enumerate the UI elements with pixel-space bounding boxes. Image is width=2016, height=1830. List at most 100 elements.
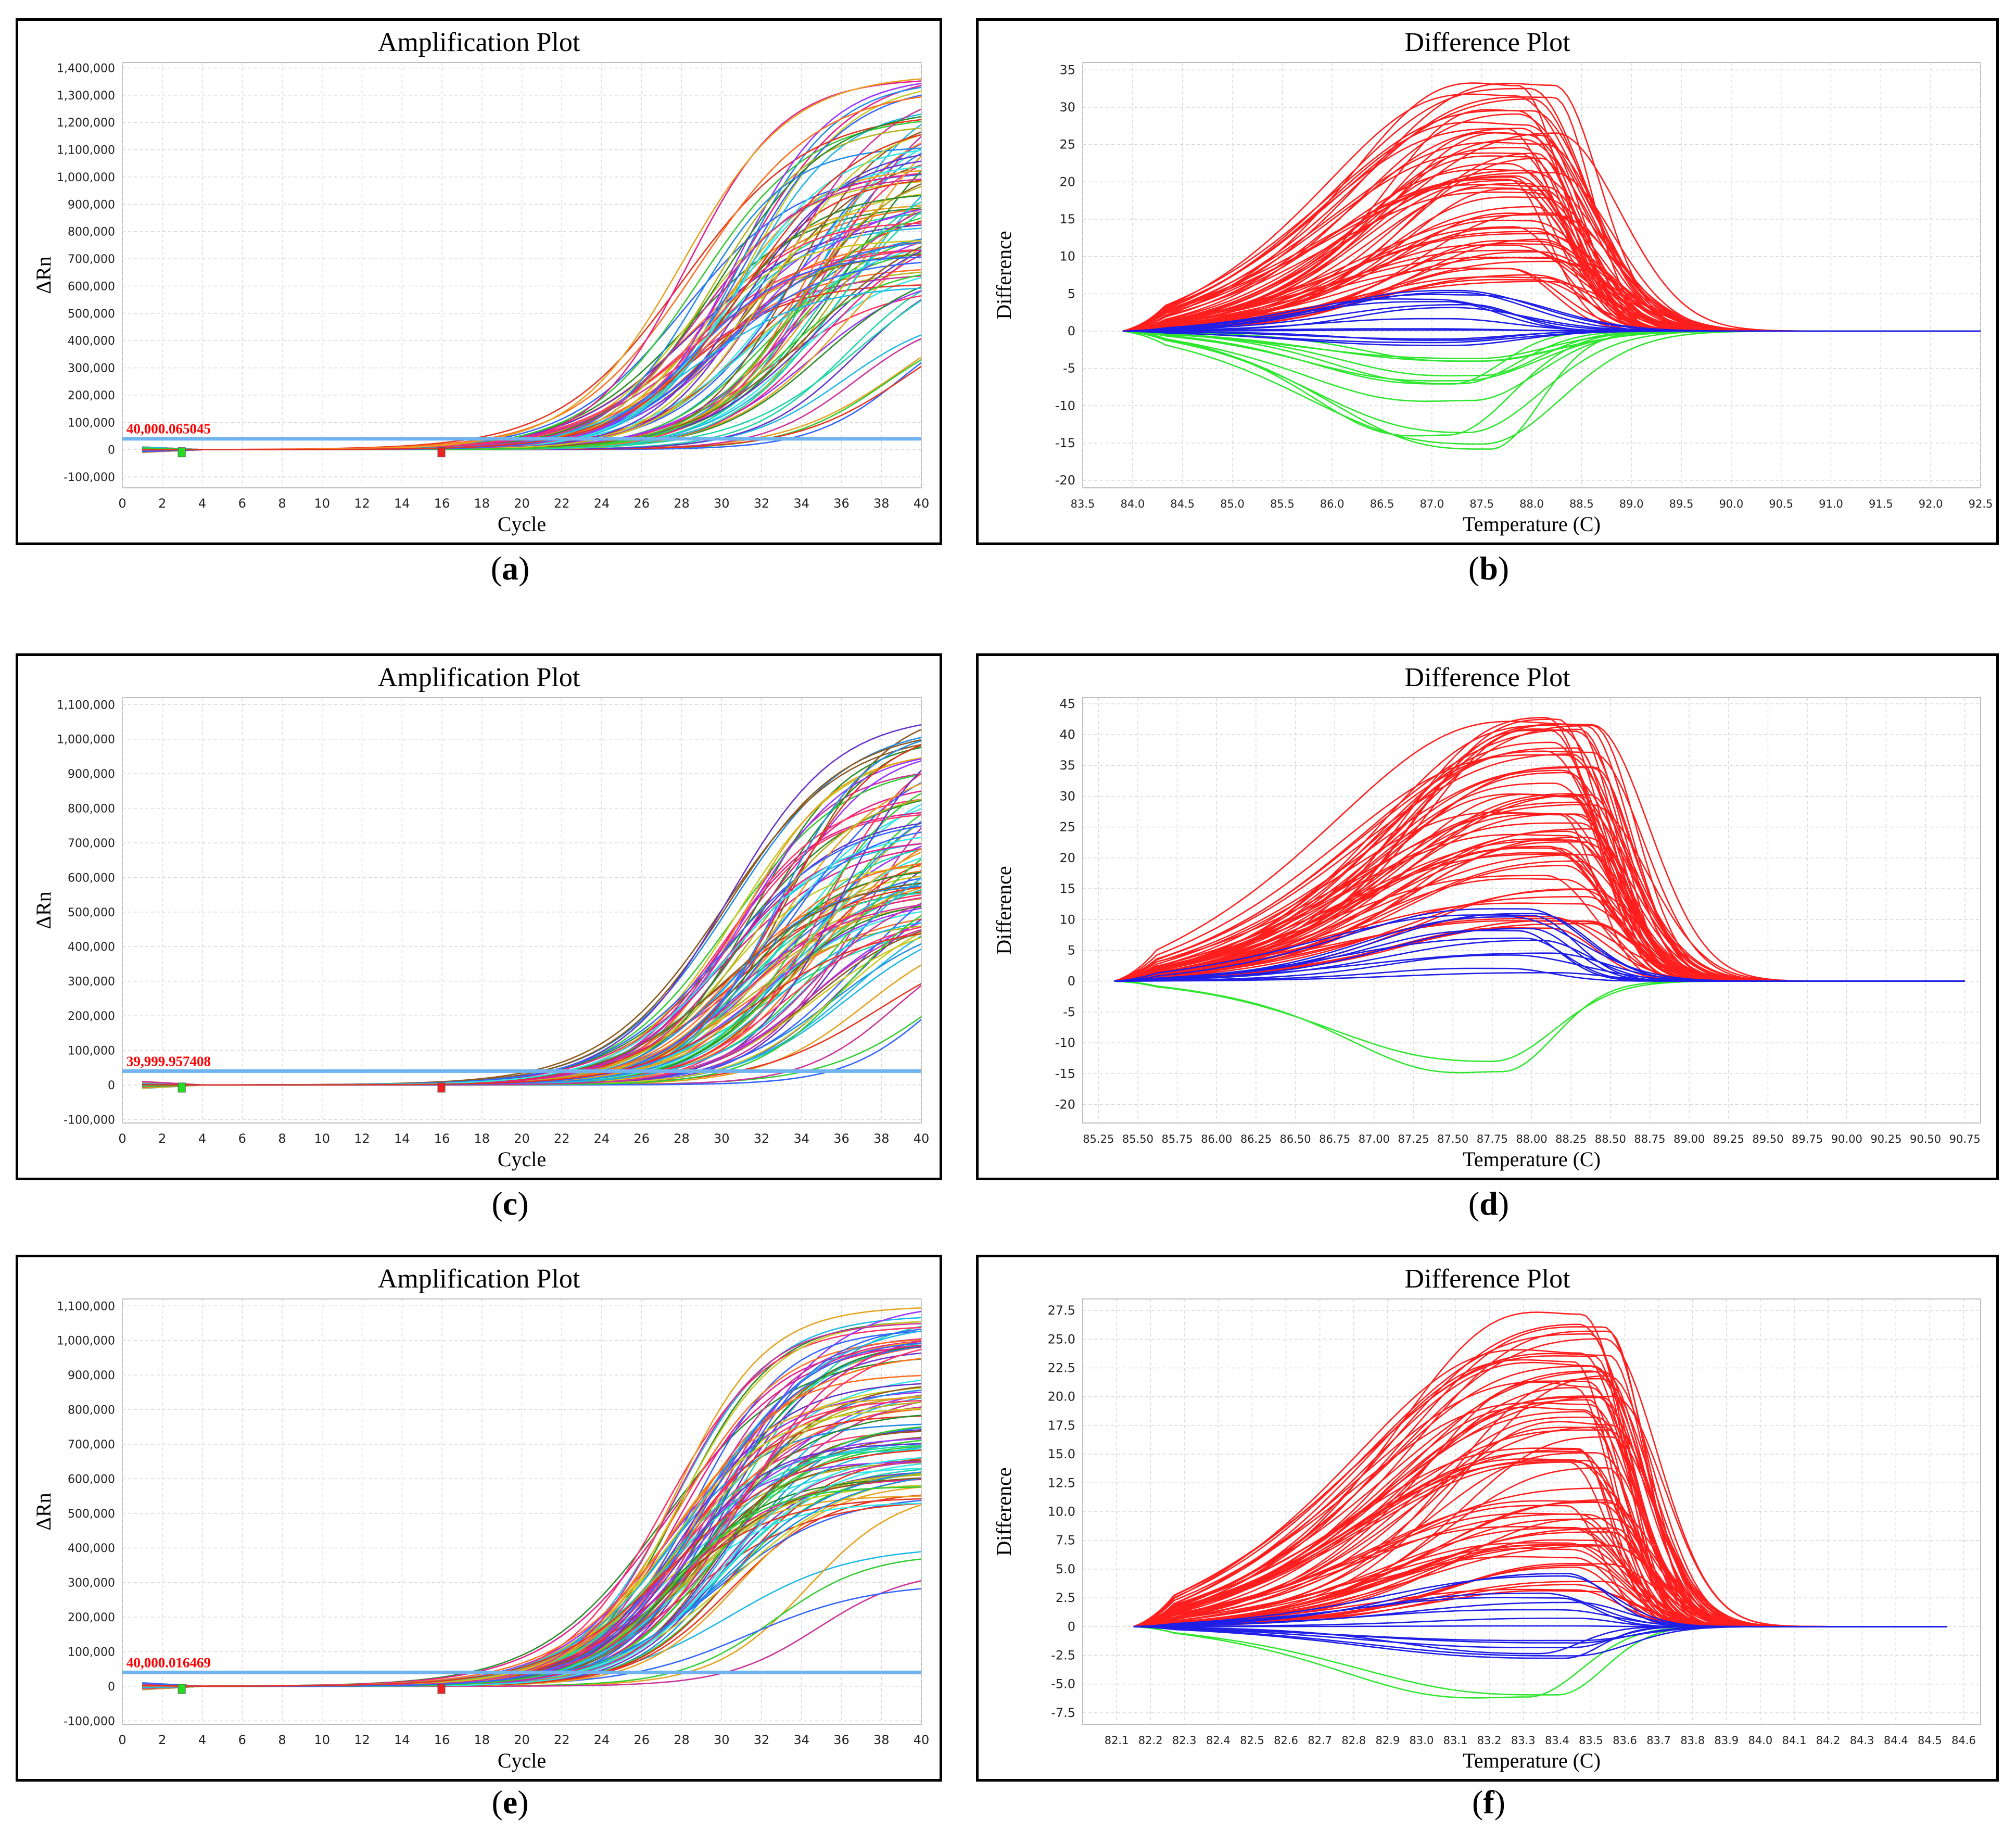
x-tick-label: 26 (633, 1733, 650, 1747)
x-tick-label: 84.6 (1951, 1734, 1976, 1747)
y-tick-label: 7.5 (1056, 1533, 1075, 1548)
x-axis-label: Cycle (498, 1147, 546, 1171)
y-tick-label: 25 (1059, 137, 1075, 152)
x-tick-label: 90.50 (1910, 1133, 1941, 1145)
y-tick-label: 400,000 (68, 941, 115, 954)
y-tick-label: 200,000 (68, 1611, 115, 1624)
x-tick-label: 30 (714, 1733, 730, 1747)
x-tick-label: 83.7 (1646, 1734, 1671, 1747)
x-tick-label: 83.0 (1410, 1734, 1434, 1747)
y-tick-label: 1,100,000 (57, 144, 115, 157)
x-tick-label: 87.00 (1359, 1133, 1390, 1145)
x-tick-label: 84.1 (1782, 1734, 1807, 1747)
x-tick-label: 91.5 (1869, 498, 1893, 510)
chart-title: Amplification Plot (378, 663, 580, 692)
x-tick-label: 83.4 (1545, 1734, 1569, 1747)
y-tick-label: 1,200,000 (57, 117, 115, 130)
x-axis-label: Temperature (C) (1463, 512, 1601, 536)
chart-title: Amplification Plot (378, 1264, 580, 1294)
y-tick-label: 0 (108, 1079, 115, 1092)
x-tick-label: 20 (514, 1131, 530, 1146)
y-tick-label: -7.5 (1051, 1706, 1075, 1720)
y-tick-label: -5 (1063, 1005, 1075, 1019)
caption-d: (d) (1468, 1185, 1510, 1222)
x-tick-label: 22 (554, 1733, 570, 1747)
y-tick-label: 900,000 (68, 768, 115, 781)
x-tick-label: 82.3 (1172, 1734, 1197, 1747)
x-tick-label: 38 (873, 1733, 890, 1747)
x-tick-label: 87.25 (1398, 1133, 1429, 1145)
y-tick-label: 1,400,000 (57, 62, 115, 75)
x-tick-label: 18 (474, 1131, 490, 1146)
x-tick-label: 40 (914, 1131, 930, 1146)
y-tick-label: 15 (1059, 881, 1075, 896)
x-tick-label: 84.4 (1884, 1734, 1908, 1747)
y-tick-label: 300,000 (68, 976, 115, 989)
x-tick-label: 22 (554, 1131, 570, 1146)
amplification-curve (142, 134, 921, 451)
x-tick-label: 8 (278, 496, 286, 511)
x-tick-label: 34 (793, 1733, 809, 1747)
x-tick-label: 89.25 (1713, 1133, 1744, 1145)
y-axis-label: ΔRn (32, 1493, 55, 1530)
x-tick-label: 34 (793, 496, 809, 511)
x-tick-label: 28 (674, 1131, 690, 1146)
y-tick-label: 800,000 (68, 803, 115, 816)
x-tick-label: 0 (118, 1733, 126, 1747)
y-tick-label: 27.5 (1048, 1303, 1075, 1318)
difference-plot-b: Difference Plot 83.5 84.0 84.5 85.0 85.5 86.0 8… (992, 28, 1993, 536)
x-tick-label: 88.5 (1569, 498, 1594, 510)
x-tick-label: 16 (434, 496, 450, 511)
y-tick-label: 100,000 (68, 417, 115, 430)
x-tick-label: 32 (754, 496, 770, 511)
y-tick-label: 0 (108, 1681, 115, 1694)
y-axis-label: ΔRn (32, 256, 55, 294)
x-tick-label: 20 (514, 496, 530, 511)
y-tick-label: 900,000 (68, 198, 115, 211)
x-tick-label: 40 (914, 496, 930, 511)
x-tick-label: 12 (354, 1131, 370, 1146)
baseline-end-marker (437, 1684, 446, 1694)
y-tick-label: 400,000 (68, 335, 115, 348)
y-tick-label: 10.0 (1048, 1505, 1075, 1519)
chart-title: Amplification Plot (378, 28, 580, 57)
x-tick-label: 86.25 (1240, 1133, 1272, 1145)
x-tick-label: 10 (314, 496, 330, 511)
y-tick-label: -20 (1055, 473, 1075, 488)
y-tick-label: 15.0 (1048, 1447, 1075, 1461)
y-tick-label: 0 (1068, 974, 1075, 989)
x-tick-label: 90.00 (1831, 1133, 1862, 1145)
y-tick-label: 22.5 (1048, 1360, 1075, 1375)
baseline-start-marker (177, 1684, 186, 1694)
y-tick-label: 1,000,000 (57, 734, 115, 747)
chart-title: Difference Plot (1404, 28, 1570, 57)
blue-difference-curve (1114, 913, 1965, 982)
x-tick-label: 14 (394, 1733, 410, 1747)
x-tick-label: 91.0 (1819, 498, 1843, 510)
chart-title: Difference Plot (1404, 1264, 1570, 1294)
y-tick-label: -10 (1055, 398, 1075, 413)
x-tick-label: 4 (198, 496, 206, 511)
x-tick-label: 89.0 (1619, 498, 1644, 510)
x-tick-label: 12 (354, 1733, 370, 1747)
y-axis-label: Difference (992, 866, 1016, 954)
x-tick-label: 84.0 (1748, 1734, 1773, 1747)
x-tick-label: 84.5 (1170, 498, 1195, 510)
y-tick-label: -100,000 (64, 1715, 115, 1728)
x-tick-label: 83.5 (1071, 498, 1095, 510)
x-tick-label: 83.1 (1443, 1734, 1468, 1747)
y-tick-label: 30 (1059, 789, 1075, 803)
x-tick-label: 14 (394, 496, 410, 511)
y-tick-label: 400,000 (68, 1542, 115, 1555)
x-axis-label: Temperature (C) (1463, 1749, 1601, 1772)
x-tick-label: 18 (474, 1733, 490, 1747)
y-tick-label: 500,000 (68, 308, 115, 321)
panel-a: Amplification Plot 0 2 4 6 8 10 12 14 16 18 20 22 24 2… (16, 18, 942, 545)
x-tick-label: 32 (754, 1131, 770, 1146)
x-tick-label: 26 (633, 1131, 650, 1146)
x-tick-label: 6 (238, 1131, 246, 1146)
x-tick-label: 83.2 (1477, 1734, 1502, 1747)
y-tick-label: 2.5 (1056, 1591, 1075, 1605)
